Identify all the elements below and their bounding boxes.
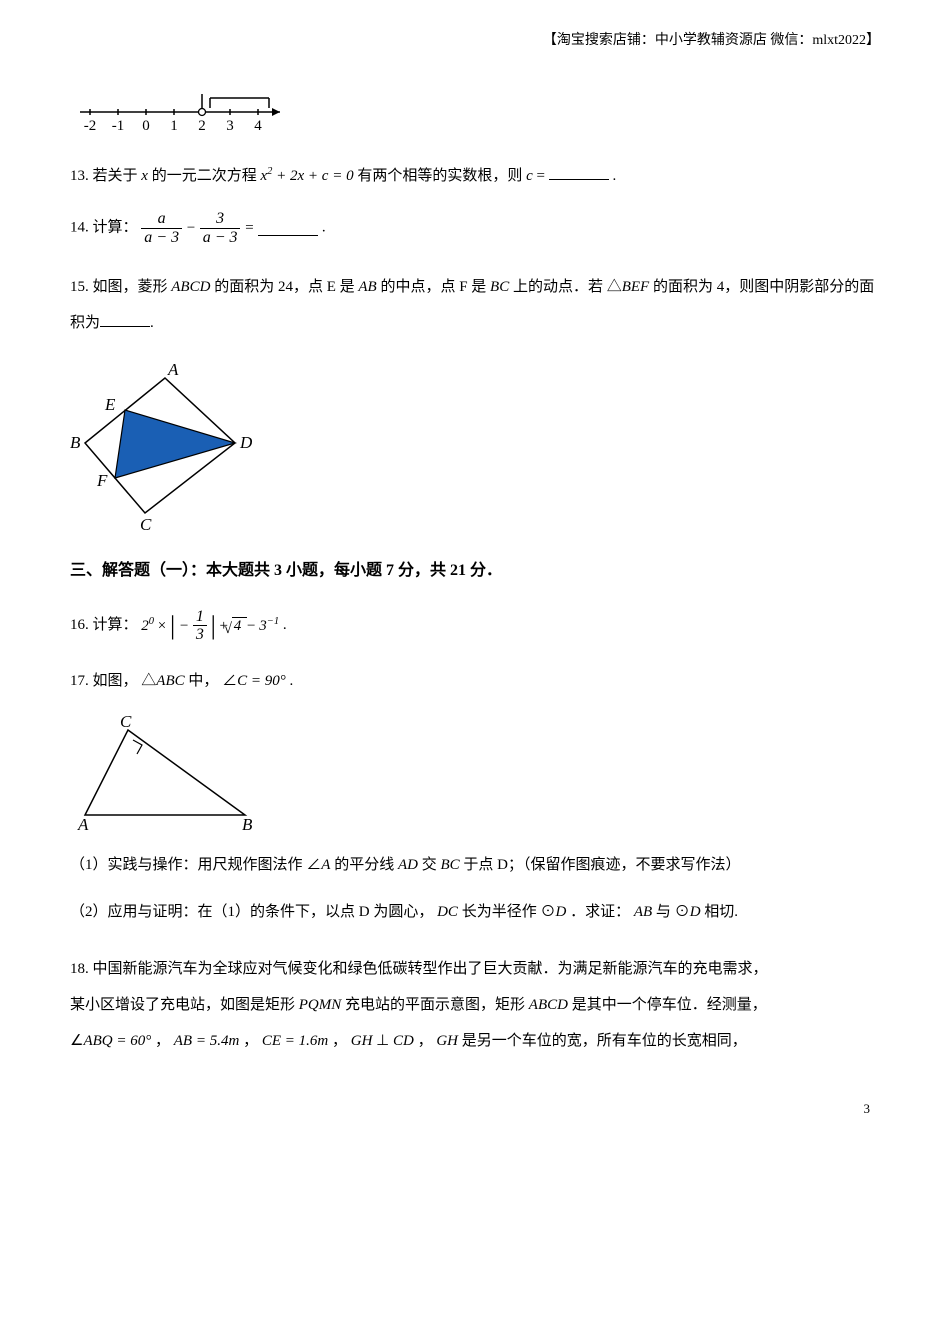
q13-x: x [141,168,148,184]
section-3-title: 三、解答题（一）：本大题共 3 小题，每小题 7 分，共 21 分． [70,558,880,584]
question-16: 16. 计算： 20 × | − 1 3 | + √4 − 3−1 . [70,605,880,647]
tick-label: 0 [142,118,150,134]
q13-eq: x2 + 2x + c = 0 [260,168,357,184]
q13-mid2: 有两个相等的实数根，则 [357,168,526,184]
question-14: 14. 计算： a a − 3 − 3 a − 3 = . [70,210,880,246]
q13-c: c [526,168,533,184]
label-B: B [242,815,253,834]
page-number: 3 [70,1099,880,1120]
question-17: 17. 如图， △ABC 中， ∠C = 90° . [70,669,880,693]
label-F: F [96,471,108,490]
q15-diagram: A B C D E F [70,363,880,533]
label-C: C [140,515,152,533]
q14-tail: . [322,220,326,236]
label-C: C [120,715,132,731]
q13-eq-sign: = [537,168,549,184]
question-13: 13. 若关于 x 的一元二次方程 x2 + 2x + c = 0 有两个相等的… [70,164,880,188]
q13-tail: . [612,168,616,184]
q18-line1: 18. 中国新能源汽车为全球应对气候变化和绿色低碳转型作出了巨大贡献．为满足新能… [70,951,880,987]
label-E: E [104,395,116,414]
q14-frac2: 3 a − 3 [200,210,241,246]
label-D: D [239,433,253,452]
q14-eq: = [244,220,258,236]
tick-label: 3 [226,118,234,134]
question-15: 15. 如图，菱形 ABCD 的面积为 24，点 E 是 AB 的中点，点 F … [70,269,880,341]
q14-prefix: 14. 计算： [70,220,138,236]
tick-label: 2 [198,118,206,134]
header-note: 【淘宝搜索店铺：中小学教辅资源店 微信：mlxt2022】 [70,30,880,52]
tick-label: -2 [84,118,97,134]
label-B: B [70,433,81,452]
q17-sub1: （1）实践与操作：用尺规作图法作 ∠A 的平分线 AD 交 BC 于点 D；（保… [70,849,880,882]
q17-diagram: A B C [70,715,880,835]
q18-line3: ∠ABQ = 60° ， AB = 5.4m ， CE = 1.6m ， GH … [70,1023,880,1059]
tick-label: 1 [170,118,178,134]
q17-sub2: （2）应用与证明：在（1）的条件下，以点 D 为圆心， DC 长为半径作 ⊙D … [70,896,880,929]
q13-prefix: 13. 若关于 [70,168,141,184]
label-A: A [77,815,89,834]
label-A: A [167,363,179,379]
tick-label: -1 [112,118,125,134]
q14-frac1: a a − 3 [141,210,182,246]
question-18: 18. 中国新能源汽车为全球应对气候变化和绿色低碳转型作出了巨大贡献．为满足新能… [70,951,880,1059]
tick-label: 4 [254,118,262,134]
q14-minus: − [186,220,200,236]
q18-line2: 某小区增设了充电站，如图是矩形 PQMN 充电站的平面示意图，矩形 ABCD 是… [70,987,880,1023]
q13-mid1: 的一元二次方程 [152,168,261,184]
numberline-figure: -2 -1 0 1 2 3 4 [70,82,880,142]
q15-blank [100,311,150,327]
q13-blank [549,164,609,180]
q14-blank [258,220,318,236]
